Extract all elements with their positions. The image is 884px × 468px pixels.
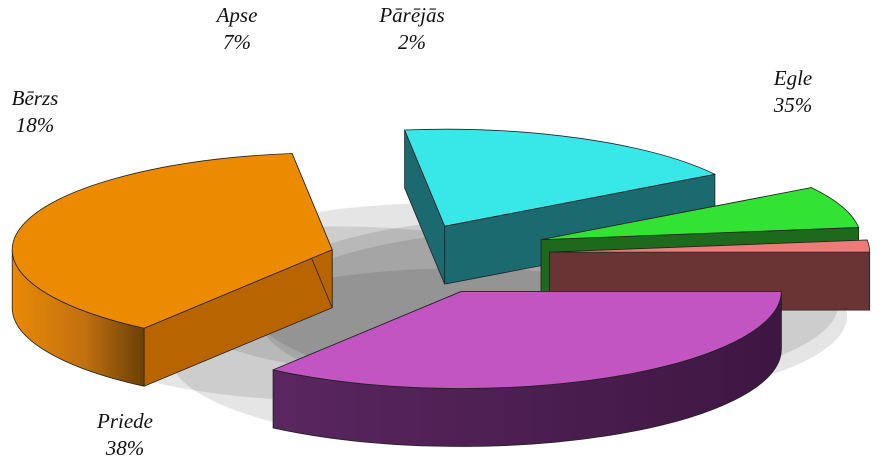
data-labels: Egle 35% Priede 38% Bērzs 18% Apse 7% Pārējās 2% [12, 3, 813, 460]
data-label-name-priede: Priede [96, 409, 153, 433]
slice-berzs [404, 128, 717, 285]
data-label-value-egle: 35% [773, 93, 813, 117]
slice-top-priede [11, 153, 333, 329]
slice-top-berzs [404, 128, 717, 227]
data-label-name-egle: Egle [773, 66, 812, 90]
slice-egle [271, 290, 782, 447]
slice-top-apse [541, 187, 860, 240]
data-label-name-apse: Apse [215, 3, 258, 27]
slice-priede [11, 153, 333, 387]
slice-top-egle [271, 291, 782, 389]
data-label-name-berzs: Bērzs [12, 86, 59, 110]
pie-slices [11, 128, 871, 447]
data-label-value-berzs: 18% [16, 113, 55, 137]
data-label-value-apse: 7% [223, 30, 251, 54]
slice-top-parejas [549, 239, 871, 253]
data-label-value-priede: 38% [105, 436, 145, 460]
data-label-value-parejas: 2% [398, 30, 426, 54]
data-label-name-parejas: Pārējās [378, 3, 444, 27]
